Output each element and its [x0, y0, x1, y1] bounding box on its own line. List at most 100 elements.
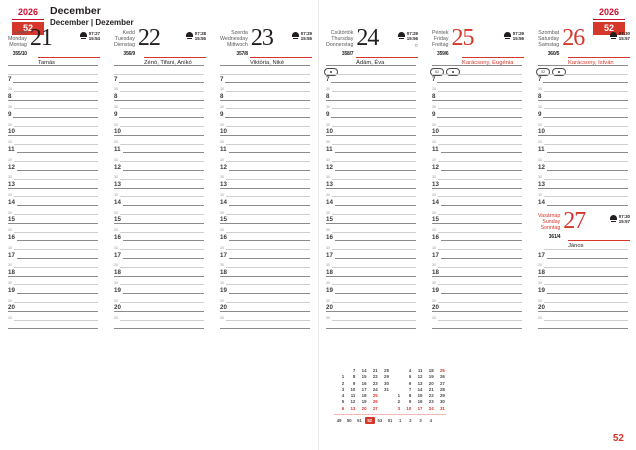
half-hour-line[interactable]: [114, 266, 204, 268]
hour-line[interactable]: [326, 222, 416, 224]
hour-line[interactable]: [220, 99, 310, 101]
half-hour-line[interactable]: [326, 90, 416, 92]
mini-calendar-day[interactable]: 21: [372, 368, 378, 373]
mini-calendar-day[interactable]: 25: [372, 393, 378, 399]
mini-calendar-week-number[interactable]: 2: [409, 417, 412, 423]
mini-calendar-day[interactable]: 3: [397, 405, 401, 411]
mini-calendar-day[interactable]: 22: [428, 393, 434, 399]
hour-line[interactable]: [220, 170, 310, 171]
mini-calendar-day[interactable]: 8: [408, 393, 412, 399]
blank-rule[interactable]: [432, 65, 522, 66]
mini-calendar-day[interactable]: 10: [350, 386, 356, 392]
mini-calendar-day[interactable]: 13: [350, 405, 356, 411]
mini-calendar-day[interactable]: 17: [417, 405, 423, 411]
hour-line[interactable]: [538, 134, 628, 136]
mini-calendar-day[interactable]: 2: [397, 399, 401, 405]
mini-calendar-day[interactable]: 26: [372, 399, 378, 405]
half-hour-line[interactable]: [8, 266, 98, 268]
hour-line[interactable]: [538, 258, 628, 259]
mini-calendar-day[interactable]: 30: [384, 380, 389, 386]
half-hour-line[interactable]: [220, 143, 310, 145]
half-hour-line[interactable]: [326, 249, 416, 250]
hour-line[interactable]: [114, 82, 204, 83]
hour-line[interactable]: [114, 258, 204, 259]
half-hour-line[interactable]: [432, 319, 522, 321]
blank-rule[interactable]: [220, 65, 310, 66]
half-hour-line[interactable]: [538, 126, 628, 127]
half-hour-line[interactable]: [220, 249, 310, 250]
hour-line[interactable]: [326, 275, 416, 277]
mini-calendar-day[interactable]: 1: [341, 374, 345, 380]
blank-rule[interactable]: [538, 65, 628, 66]
half-hour-line[interactable]: [8, 231, 98, 233]
half-hour-line[interactable]: [114, 178, 204, 180]
half-hour-line[interactable]: [114, 319, 204, 321]
half-hour-line[interactable]: [326, 143, 416, 145]
half-hour-line[interactable]: [538, 178, 628, 180]
half-hour-line[interactable]: [432, 126, 522, 127]
hour-line[interactable]: [432, 258, 522, 259]
day-column-21[interactable]: Hétfő Monday Montag 355/10 21 07:27 15:54 Tamás: [0, 26, 106, 66]
mini-calendar-week-number[interactable]: 3: [419, 417, 422, 423]
hour-line-end[interactable]: [8, 328, 98, 330]
half-hour-line[interactable]: [538, 108, 628, 109]
half-hour-line[interactable]: [8, 143, 98, 145]
half-hour-line[interactable]: [220, 178, 310, 180]
mini-calendar-day[interactable]: 9: [352, 380, 356, 386]
mini-calendar-day[interactable]: 15: [361, 374, 367, 380]
half-hour-line[interactable]: [220, 214, 310, 215]
half-hour-line[interactable]: [432, 266, 522, 268]
day-column-26[interactable]: Szombat Saturday Samstag 360/5 26 07:30 15:57 K…: [530, 26, 636, 76]
mini-calendar-day[interactable]: 7: [352, 368, 356, 373]
mini-calendar-day[interactable]: 22: [372, 374, 378, 380]
hour-line[interactable]: [220, 187, 310, 189]
half-hour-line[interactable]: [432, 143, 522, 145]
hour-line[interactable]: [432, 205, 522, 206]
half-hour-line[interactable]: [538, 319, 628, 321]
half-hour-line[interactable]: [326, 231, 416, 233]
hour-line[interactable]: [114, 275, 204, 277]
hour-line[interactable]: [326, 187, 416, 189]
half-hour-line[interactable]: [114, 284, 204, 285]
half-hour-line[interactable]: [8, 302, 98, 303]
half-hour-line[interactable]: [220, 319, 310, 321]
mini-calendar-week-number[interactable]: 1: [399, 417, 402, 423]
mini-calendar-day[interactable]: 28: [384, 368, 389, 373]
half-hour-line[interactable]: [326, 196, 416, 197]
mini-calendar-day[interactable]: 16: [417, 399, 423, 405]
mini-calendar-day[interactable]: 6: [408, 380, 412, 386]
half-hour-line[interactable]: [8, 214, 98, 215]
hour-line[interactable]: [326, 82, 416, 83]
hour-line[interactable]: [8, 293, 98, 294]
hour-line[interactable]: [220, 205, 310, 206]
half-hour-line[interactable]: [114, 302, 204, 303]
hour-line[interactable]: [8, 258, 98, 259]
half-hour-line[interactable]: [8, 196, 98, 197]
hour-line[interactable]: [114, 170, 204, 171]
mini-calendar-day[interactable]: 27: [372, 405, 378, 411]
hour-line[interactable]: [8, 170, 98, 171]
mini-calendar-day[interactable]: 11: [417, 368, 423, 373]
half-hour-line[interactable]: [538, 143, 628, 145]
half-hour-line[interactable]: [8, 249, 98, 250]
hour-line[interactable]: [538, 187, 628, 189]
hour-line[interactable]: [8, 275, 98, 277]
hour-line[interactable]: [114, 187, 204, 189]
hour-line[interactable]: [220, 240, 310, 242]
mini-calendar-day[interactable]: 8: [352, 374, 356, 380]
mini-calendar-day[interactable]: 5: [408, 374, 412, 380]
half-hour-line[interactable]: [114, 231, 204, 233]
half-hour-line[interactable]: [8, 319, 98, 321]
hour-line[interactable]: [220, 293, 310, 294]
mini-calendar-day[interactable]: 15: [417, 393, 423, 399]
hour-line[interactable]: [538, 152, 628, 154]
half-hour-line[interactable]: [326, 108, 416, 109]
hour-line-end[interactable]: [114, 328, 204, 330]
hour-line[interactable]: [220, 258, 310, 259]
mini-calendar-day[interactable]: 14: [417, 386, 423, 392]
hour-line[interactable]: [432, 152, 522, 154]
mini-calendar-week-number[interactable]: 53: [377, 417, 383, 423]
half-hour-line[interactable]: [432, 249, 522, 250]
blank-rule-half[interactable]: [8, 74, 98, 75]
hour-line[interactable]: [8, 152, 98, 154]
